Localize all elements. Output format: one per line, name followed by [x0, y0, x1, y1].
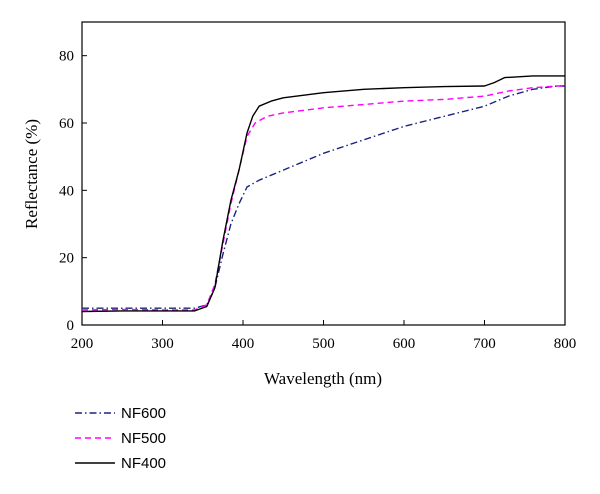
x-tick-label: 500 — [312, 336, 335, 352]
y-tick-label: 40 — [59, 183, 74, 199]
legend-label-nf500: NF500 — [121, 430, 166, 447]
y-tick-label: 20 — [59, 251, 74, 267]
series-lines — [81, 75, 565, 313]
x-tick-label: 800 — [554, 336, 577, 352]
series-line-nf600 — [82, 85, 565, 309]
y-tick-label: 60 — [59, 116, 74, 132]
legend-label-nf600: NF600 — [121, 405, 166, 422]
y-axis-ticks: 0 20 40 60 80 — [59, 49, 87, 334]
x-tick-label: 600 — [393, 336, 416, 352]
legend-label-nf400: NF400 — [121, 455, 166, 472]
x-axis-title: Wavelength (nm) — [264, 369, 382, 388]
x-tick-label: 400 — [232, 336, 255, 352]
legend: NF600 NF500 NF400 — [75, 405, 166, 472]
x-axis-ticks: 200 300 400 500 600 700 800 — [71, 320, 577, 352]
x-tick-label: 700 — [473, 336, 496, 352]
plot-area-border — [81, 21, 566, 326]
y-tick-label: 80 — [59, 49, 74, 65]
y-tick-label: 0 — [67, 318, 75, 334]
series-line-nf500 — [81, 85, 565, 311]
x-tick-label: 300 — [151, 336, 174, 352]
plot-frame — [81, 21, 566, 326]
y-axis-title: Reflectance (%) — [22, 119, 41, 229]
series-line-nf400 — [81, 75, 565, 313]
x-tick-label: 200 — [71, 336, 94, 352]
